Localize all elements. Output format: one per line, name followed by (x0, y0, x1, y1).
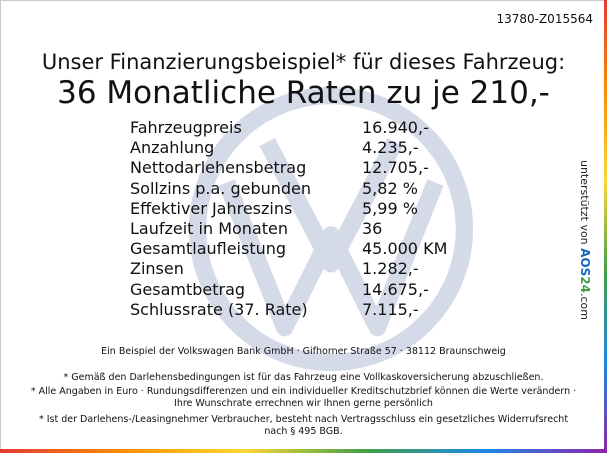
spec-row: Anzahlung 4.235,- (130, 138, 447, 158)
spec-value: 7.115,- (362, 299, 419, 319)
spec-label: Fahrzeugpreis (130, 118, 242, 137)
spec-label: Laufzeit in Monaten (130, 219, 289, 239)
footnote-amounts: * Alle Angaben in Euro · Rundungsdiffere… (30, 386, 577, 409)
footnote-withdrawal: * Ist der Darlehens-/Leasingnehmer Verbr… (38, 414, 569, 437)
spec-value: 1.282,- (362, 259, 419, 279)
spec-label: Schlussrate (37. Rate) (130, 299, 308, 319)
spec-value: 16.940,- (362, 118, 429, 137)
financing-specs-table: Fahrzeugpreis 16.940,- Anzahlung 4.235,- Net… (130, 118, 447, 320)
spec-label: Zinsen (130, 259, 184, 279)
spec-label: Sollzins p.a. gebunden (130, 178, 312, 198)
spec-value: 12.705,- (362, 158, 429, 178)
sponsor-suffix: .com (578, 293, 591, 320)
spec-row: Gesamtlaufleistung 45.000 KM (130, 239, 447, 259)
headline-financing-example: Unser Finanzierungsbeispiel* für dieses … (41, 50, 566, 74)
spec-value: 36 (362, 219, 383, 239)
spec-value: 45.000 KM (362, 239, 448, 259)
spec-row: Laufzeit in Monaten 36 (130, 219, 447, 239)
spec-row: Sollzins p.a. gebunden 5,82 % (130, 179, 447, 199)
spec-value: 5,82 % (362, 178, 418, 198)
spec-row: Fahrzeugpreis 16.940,- (130, 118, 447, 138)
spec-row: Nettodarlehensbetrag 12.705,- (130, 158, 447, 178)
spec-label: Anzahlung (130, 138, 215, 158)
reference-number: 13780-Z015564 (496, 12, 593, 26)
spec-label: Effektiver Jahreszins (130, 198, 293, 218)
footnote-insurance: * Gemäß den Darlehensbedingungen ist für… (63, 372, 544, 383)
spec-value: 5,99 % (362, 198, 418, 218)
spec-label: Nettodarlehensbetrag (130, 158, 307, 178)
sponsor-credit[interactable]: unterstützt von AOS24.com (572, 155, 592, 325)
spec-label: Gesamtlaufleistung (130, 239, 287, 259)
sponsor-brand: AOS24 (578, 248, 592, 293)
headline-monthly-rates: 36 Monatliche Raten zu je 210,- (57, 75, 550, 111)
rainbow-border-right (604, 0, 607, 453)
spec-value: 4.235,- (362, 138, 419, 158)
bank-info: Ein Beispiel der Volkswagen Bank GmbH · … (101, 346, 506, 357)
spec-value: 14.675,- (362, 279, 429, 299)
spec-row: Gesamtbetrag 14.675,- (130, 280, 447, 300)
spec-row: Zinsen 1.282,- (130, 259, 447, 279)
vw-logo-watermark-icon (188, 86, 474, 372)
sponsor-prefix: unterstützt von (578, 159, 591, 245)
spec-row: Schlussrate (37. Rate) 7.115,- (130, 300, 447, 320)
rainbow-border-bottom (0, 449, 607, 453)
spec-label: Gesamtbetrag (130, 279, 246, 299)
spec-row: Effektiver Jahreszins 5,99 % (130, 199, 447, 219)
